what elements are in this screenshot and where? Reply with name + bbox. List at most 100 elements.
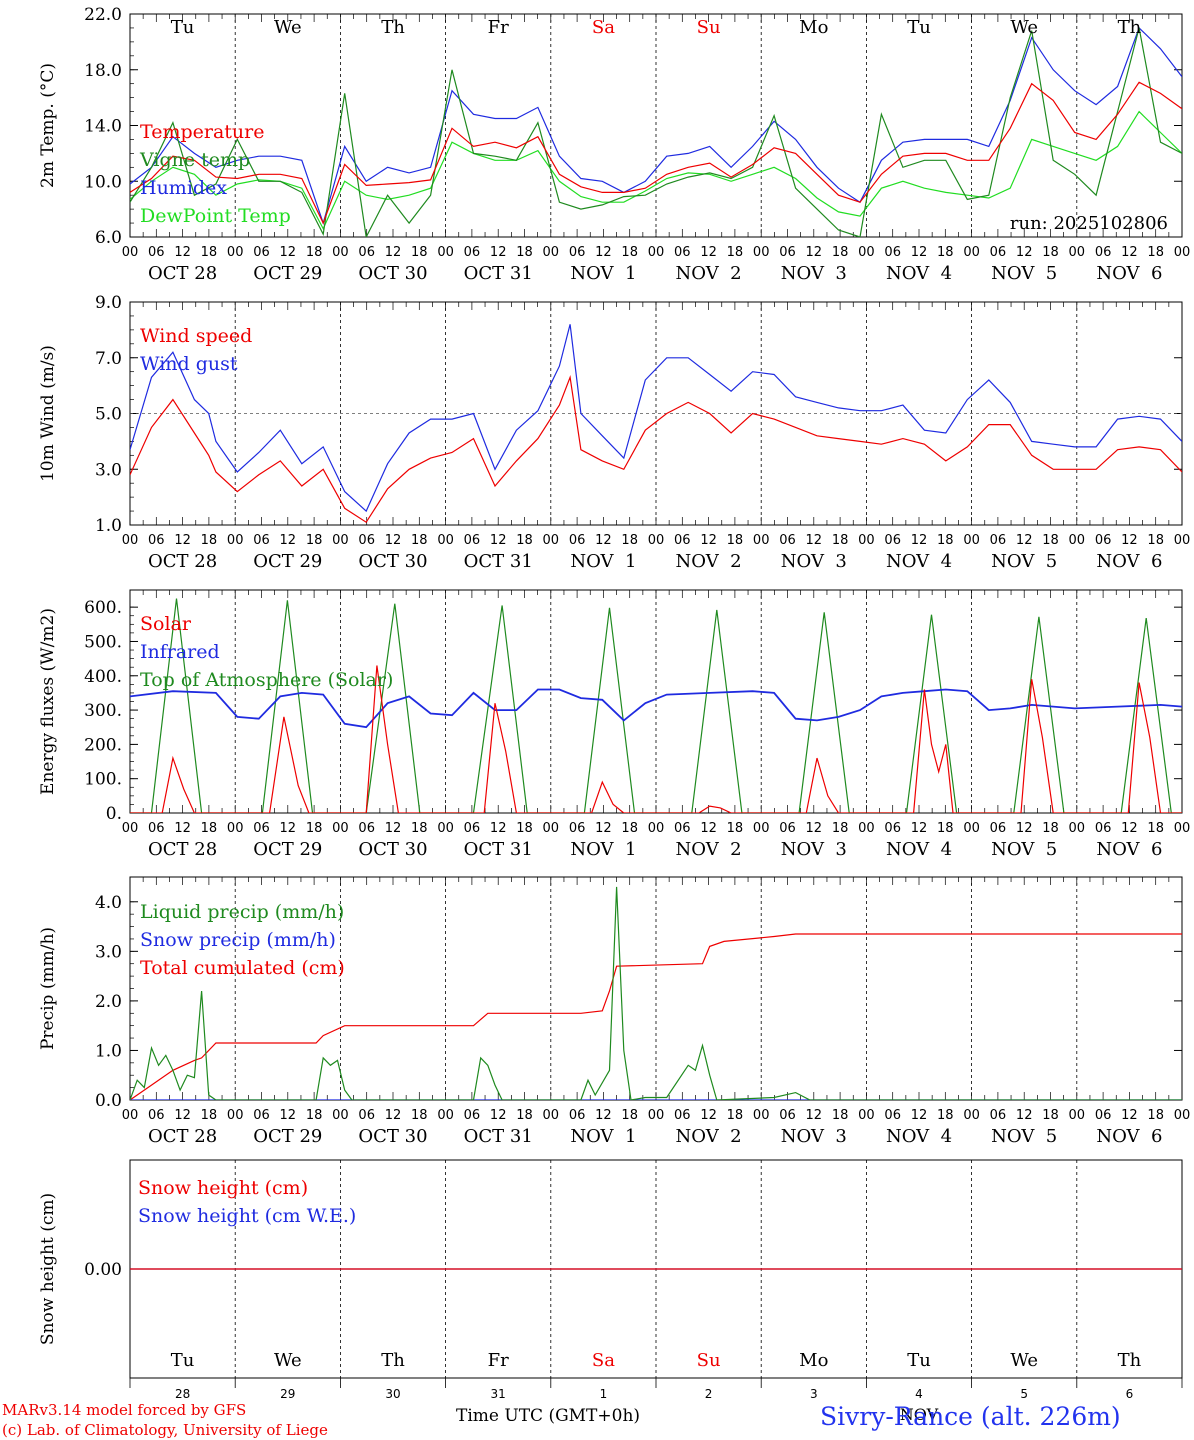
hour-label: 18 [937, 245, 954, 260]
hour-label: 00 [858, 1108, 875, 1123]
hour-label: 00 [122, 245, 139, 260]
series-humidex [130, 26, 1182, 226]
date-label: NOV 4 [886, 1126, 952, 1147]
hour-label: 12 [595, 1108, 612, 1123]
weekday-label: Th [381, 17, 405, 38]
hour-label: 00 [963, 245, 980, 260]
series-vigne-temp [130, 27, 1182, 237]
weekday-label: Fr [488, 1350, 509, 1371]
hour-label: 18 [411, 245, 428, 260]
date-label: OCT 28 [148, 263, 217, 284]
date-label: NOV 2 [676, 839, 742, 860]
hour-label: 06 [148, 245, 165, 260]
hour-label: 12 [806, 1108, 823, 1123]
y-tick-label: 18.0 [84, 61, 122, 81]
hour-label: 00 [858, 245, 875, 260]
date-label: NOV 2 [676, 263, 742, 284]
run-label: run: 2025102806 [1010, 213, 1168, 234]
hour-label: 06 [990, 1108, 1007, 1123]
hour-label: 18 [621, 533, 638, 548]
legend-dewpoint-temp: DewPoint Temp [140, 205, 291, 227]
hour-label: 00 [227, 245, 244, 260]
date-label: OCT 30 [358, 551, 427, 572]
hour-label: 18 [1042, 1108, 1059, 1123]
weekday-label: Mo [799, 17, 828, 38]
series-group [130, 886, 1182, 1100]
y-tick-label: 4.0 [95, 893, 122, 913]
date-label: NOV 5 [991, 263, 1057, 284]
hour-label: 00 [227, 821, 244, 836]
date-label: NOV 5 [991, 1126, 1057, 1147]
y-tick-label: 10.0 [84, 172, 122, 192]
hour-label: 00 [122, 533, 139, 548]
weekday-label: Tu [907, 1350, 931, 1371]
hour-label: 00 [122, 821, 139, 836]
hour-label: 12 [595, 245, 612, 260]
day-number-label: 4 [915, 1387, 923, 1401]
panel-wind: 1.0 3.0 5.0 7.0 9.0 10m Wind (m/s) Wind speed W… [38, 293, 1190, 572]
day-number-label: 1 [600, 1387, 608, 1401]
y-tick-label: 14.0 [84, 117, 122, 137]
weekday-label: We [274, 1350, 302, 1371]
hour-label: 00 [543, 533, 560, 548]
y-axis-label: 10m Wind (m/s) [38, 345, 58, 482]
y-tick-label: 100. [84, 770, 122, 790]
weekday-label: Tu [907, 17, 931, 38]
hour-label: 00 [543, 1108, 560, 1123]
y-tick-label: 0.0 [95, 1091, 122, 1111]
hour-label: 06 [358, 533, 375, 548]
hour-label: 18 [621, 1108, 638, 1123]
y-axis-label: Precip (mm/h) [38, 927, 58, 1050]
date-label: NOV 3 [781, 263, 847, 284]
date-label: NOV 1 [570, 1126, 636, 1147]
hour-label: 06 [148, 821, 165, 836]
weekday-label: Th [381, 1350, 405, 1371]
hour-label: 06 [569, 1108, 586, 1123]
date-label: OCT 31 [464, 551, 533, 572]
hour-label: 12 [490, 821, 507, 836]
series-temperature [130, 81, 1182, 225]
date-label: NOV 2 [676, 551, 742, 572]
hour-label: 06 [253, 245, 270, 260]
hour-label: 00 [858, 533, 875, 548]
hour-label: 00 [1174, 533, 1191, 548]
hour-label: 12 [806, 533, 823, 548]
hour-label: 12 [1016, 245, 1033, 260]
date-label: NOV 6 [1096, 263, 1162, 284]
hour-label: 18 [1147, 245, 1164, 260]
date-label: NOV 1 [570, 263, 636, 284]
series-wind-gust [130, 324, 1182, 513]
series-group [130, 324, 1182, 524]
hour-label: 12 [490, 1108, 507, 1123]
hour-label: 00 [122, 1108, 139, 1123]
hour-label: 00 [1174, 1108, 1191, 1123]
date-label: OCT 28 [148, 1126, 217, 1147]
y-tick-label: 9.0 [95, 293, 122, 313]
legend-vigne-temp: Vigne temp [139, 149, 250, 171]
hour-label: 06 [674, 1108, 691, 1123]
y-tick-label: 1.0 [95, 1041, 122, 1061]
hour-label: 00 [753, 533, 770, 548]
hour-label: 06 [464, 1108, 481, 1123]
date-label: NOV 4 [886, 839, 952, 860]
hour-label: 18 [201, 245, 218, 260]
hour-label: 18 [937, 1108, 954, 1123]
hour-label: 00 [332, 1108, 349, 1123]
hour-label: 06 [884, 245, 901, 260]
hour-label: 06 [779, 1108, 796, 1123]
hour-label: 18 [516, 821, 533, 836]
hour-label: 18 [832, 245, 849, 260]
hour-label: 00 [332, 821, 349, 836]
hour-label: 12 [280, 533, 297, 548]
series-solar [130, 665, 1182, 813]
day-number-label: 31 [491, 1387, 506, 1401]
legend-wind-speed: Wind speed [140, 325, 252, 347]
hour-label: 18 [516, 1108, 533, 1123]
hour-label: 06 [1095, 1108, 1112, 1123]
date-label: OCT 28 [148, 551, 217, 572]
hour-label: 18 [1147, 821, 1164, 836]
hour-label: 18 [832, 821, 849, 836]
date-label: OCT 29 [253, 1126, 322, 1147]
hour-label: 06 [464, 245, 481, 260]
hour-label: 12 [490, 245, 507, 260]
